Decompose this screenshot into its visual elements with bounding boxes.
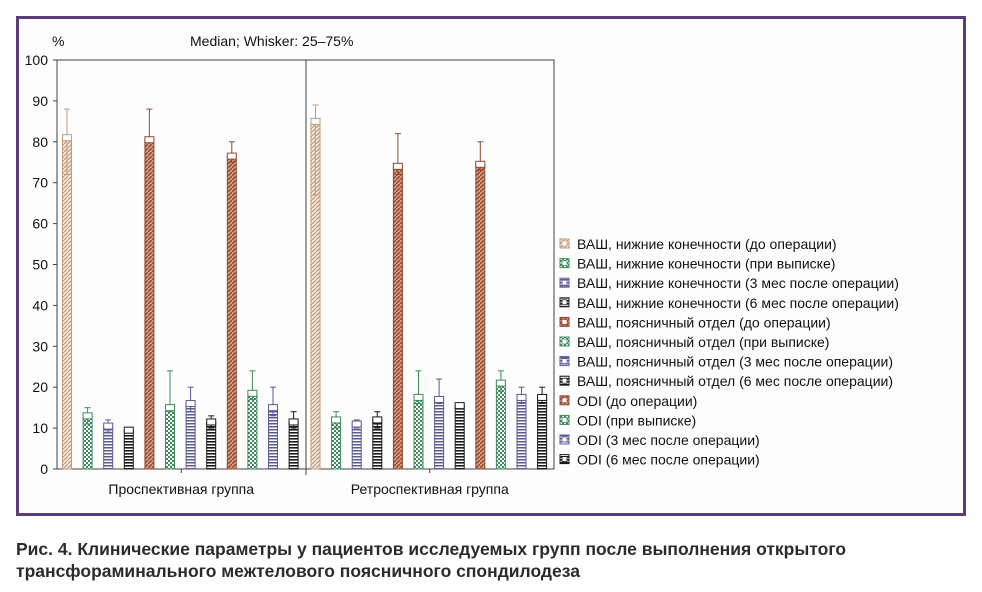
median-marker (144, 136, 155, 144)
legend-swatch-marker (561, 299, 568, 306)
bar (226, 155, 237, 470)
x-axis: Проспективная группа Ретроспективная груп… (108, 469, 509, 497)
median-marker (351, 420, 362, 428)
legend-label: ВАШ, поясничный отдел (6 мес после опера… (577, 373, 893, 389)
bar (268, 407, 278, 470)
bar (288, 421, 299, 470)
legend-label: ODI (при выписке) (577, 412, 696, 428)
bar (206, 421, 217, 470)
legend-swatch-marker (561, 318, 568, 325)
bar (247, 392, 258, 470)
legend-swatch-marker (561, 358, 568, 365)
bar (495, 382, 506, 470)
bar (185, 403, 196, 470)
legend-label: ODI (3 мес после операции) (577, 432, 760, 448)
median-marker (454, 402, 465, 410)
median-marker (226, 152, 237, 160)
y-tick-label: 10 (32, 420, 48, 436)
legend-swatch-marker (561, 260, 568, 267)
y-axis-unit-label: % (52, 33, 64, 49)
y-tick-label: 100 (25, 52, 49, 68)
median-marker (82, 412, 93, 420)
legend-label: ВАШ, нижние конечности (до операции) (577, 236, 837, 252)
y-tick-label: 40 (32, 297, 48, 313)
median-marker (331, 416, 342, 424)
legend-label: ВАШ, поясничный отдел (до операции) (577, 314, 831, 330)
bar (165, 407, 175, 470)
median-marker (268, 404, 278, 412)
median-marker (247, 389, 258, 397)
x-tick-label: Проспективная группа (108, 481, 254, 497)
y-tick-label: 50 (32, 257, 48, 273)
legend-label: ВАШ, поясничный отдел (при выписке) (577, 334, 829, 350)
median-marker (372, 416, 383, 424)
legend-swatch-marker (561, 240, 568, 247)
legend-label: ВАШ, нижние конечности (3 мес после опер… (577, 275, 899, 291)
y-tick-label: 0 (40, 461, 48, 477)
median-marker (62, 134, 72, 142)
y-tick-label: 90 (32, 93, 48, 109)
y-tick-label: 20 (32, 379, 48, 395)
median-marker (310, 117, 321, 125)
median-marker (103, 422, 114, 430)
y-tick-label: 60 (32, 216, 48, 232)
median-marker (413, 393, 424, 401)
bar (62, 137, 72, 470)
legend-swatch-marker (561, 377, 568, 384)
figure-caption: Рис. 4. Клинические параметры у пациенто… (16, 539, 847, 581)
chart-title: Median; Whisker: 25–75% (190, 33, 353, 49)
bar (454, 405, 465, 470)
median-marker (475, 160, 486, 168)
median-marker (495, 379, 506, 387)
y-axis: 0 10 20 30 40 50 60 70 80 90 100 (25, 52, 57, 477)
legend-swatch-marker (561, 279, 568, 286)
y-tick-label: 30 (32, 338, 48, 354)
legend-label: ODI (до операции) (577, 393, 697, 409)
y-tick-label: 70 (32, 175, 48, 191)
median-marker (123, 426, 134, 434)
median-marker (185, 400, 196, 408)
legend-swatch-marker (561, 338, 568, 345)
legend-swatch-marker (561, 397, 568, 404)
bars (62, 104, 548, 470)
legend-swatch-marker (561, 436, 568, 443)
bar (123, 429, 134, 470)
bar (516, 396, 527, 470)
legend-label: ВАШ, нижние конечности (при выписке) (577, 256, 835, 272)
median-marker (288, 418, 299, 426)
x-tick-label: Ретроспективная группа (351, 481, 509, 497)
legend: ВАШ, нижние конечности (до операции) ВАШ,… (559, 236, 899, 468)
bar (434, 398, 445, 470)
bar (475, 163, 486, 470)
legend-swatch-marker (561, 416, 568, 423)
bar (351, 423, 362, 470)
bar (537, 396, 548, 470)
median-marker (434, 395, 445, 403)
median-marker (392, 162, 403, 170)
median-marker (165, 404, 175, 412)
bar (413, 396, 424, 470)
median-marker (206, 418, 217, 426)
median-marker (537, 393, 548, 401)
legend-label: ВАШ, поясничный отдел (3 мес после опера… (577, 354, 893, 370)
y-tick-label: 80 (32, 134, 48, 150)
legend-swatch-marker (561, 456, 568, 463)
bar (144, 139, 155, 470)
median-marker (516, 393, 527, 401)
legend-label: ВАШ, нижние конечности (6 мес после опер… (577, 295, 899, 311)
bar (392, 165, 403, 470)
legend-label: ODI (6 мес после операции) (577, 452, 760, 468)
